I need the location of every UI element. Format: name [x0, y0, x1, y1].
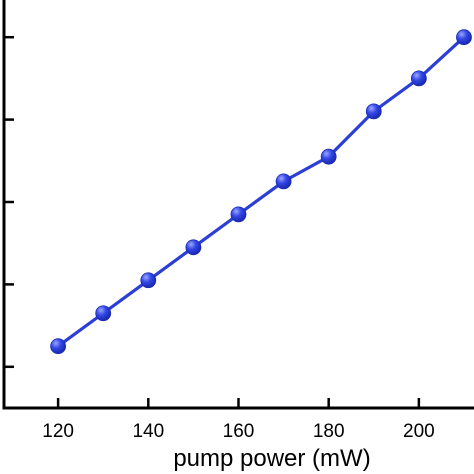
data-point	[275, 173, 292, 190]
axes	[2, 0, 474, 410]
data-point	[50, 338, 67, 355]
x-tick-label: 120	[42, 421, 74, 442]
data-point	[95, 305, 112, 322]
x-tick-label: 180	[313, 421, 345, 442]
x-tick-label: 160	[223, 421, 255, 442]
plot-frame	[2, 0, 474, 410]
x-tick-label: 200	[403, 421, 435, 442]
series-line	[57, 36, 466, 348]
x-tick-labels: 120 140 160 180 200	[42, 421, 434, 442]
data-point	[456, 29, 472, 46]
data-point	[185, 239, 202, 256]
series-layer	[50, 29, 472, 355]
x-axis-label: pump power (mW)	[173, 445, 370, 472]
x-tick-label: 140	[132, 421, 164, 442]
data-point	[365, 103, 382, 120]
data-point	[140, 272, 157, 289]
data-point	[410, 70, 427, 87]
data-point	[320, 148, 337, 165]
data-point	[230, 206, 247, 223]
